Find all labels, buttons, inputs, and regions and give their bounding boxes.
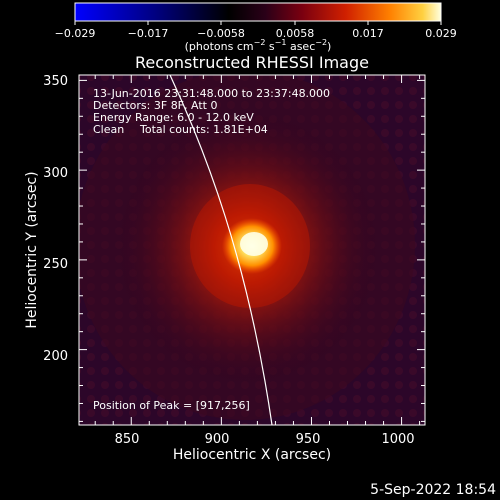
x-tick-label: 850	[115, 432, 140, 447]
x-tick-label: 950	[296, 432, 321, 447]
colorbar-ticks	[74, 21, 442, 25]
x-axis-ticks	[94, 75, 421, 425]
y-tick-label: 200	[43, 349, 68, 364]
solar-limb	[169, 75, 273, 425]
detectors-label: Detectors: 3F 8F, Att 0	[93, 99, 217, 112]
y-axis-ticks	[79, 79, 425, 422]
time-range-label: 13-Jun-2016 23:31:48.000 to 23:37:48.000	[93, 87, 330, 100]
y-axis-label: Heliocentric Y (arcsec)	[24, 171, 40, 328]
energy-range-label: Energy Range: 6.0 - 12.0 keV	[93, 111, 254, 124]
date-stamp: 5-Sep-2022 18:54	[370, 482, 496, 498]
x-tick-label: 900	[205, 432, 230, 447]
y-tick-label: 250	[43, 257, 68, 272]
colorbar	[74, 2, 442, 22]
peak-position-label: Position of Peak = [917,256]	[93, 399, 250, 412]
plot-title: Reconstructed RHESSI Image	[135, 53, 369, 72]
solar-image	[79, 75, 425, 425]
y-tick-label: 350	[43, 74, 68, 89]
x-tick-label: 1000	[381, 432, 414, 447]
colorbar-tick-label: 0.017	[352, 27, 384, 40]
x-axis-label: Heliocentric X (arcsec)	[173, 447, 331, 463]
colorbar-tick-label: 0.029	[425, 27, 457, 40]
clean-label: Clean	[93, 123, 124, 136]
total-counts-label: Total counts: 1.81E+04	[139, 123, 268, 136]
plot-frame	[78, 74, 426, 426]
colorbar-units: (photons cm−2 s−1 asec−2)	[185, 38, 332, 53]
colorbar-tick-label: −0.017	[128, 27, 169, 40]
colorbar-tick-label: −0.0058	[197, 27, 245, 40]
y-tick-label: 300	[43, 166, 68, 181]
colorbar-tick-label: 0.0058	[276, 27, 315, 40]
colorbar-tick-label: −0.029	[55, 27, 96, 40]
